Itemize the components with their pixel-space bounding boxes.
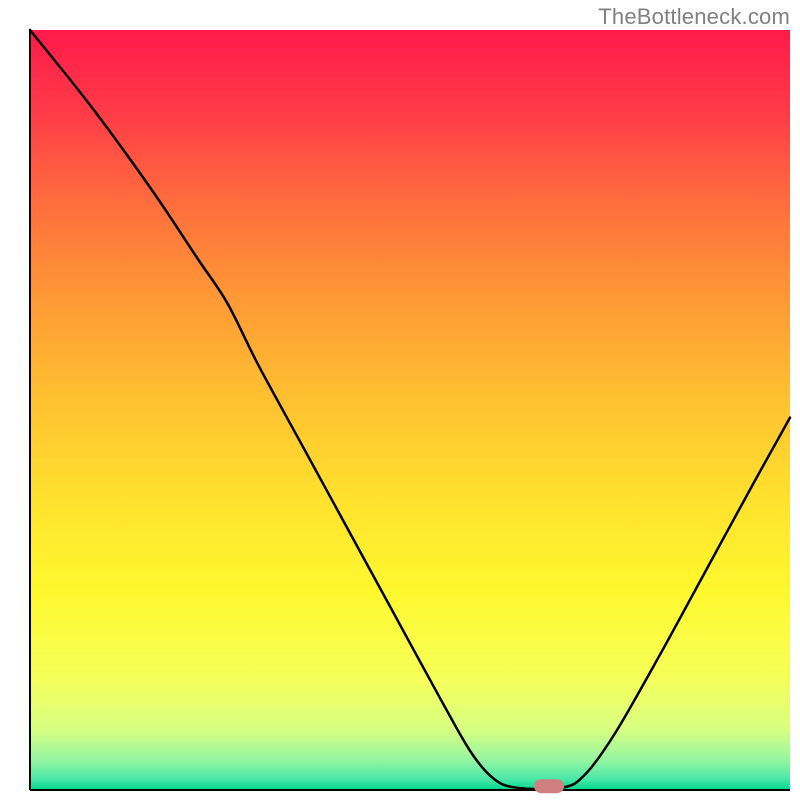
- watermark-text: TheBottleneck.com: [598, 4, 790, 30]
- plot-background: [30, 30, 790, 790]
- chart-container: TheBottleneck.com: [0, 0, 800, 800]
- bottleneck-chart: [0, 0, 800, 800]
- optimal-marker: [534, 779, 564, 793]
